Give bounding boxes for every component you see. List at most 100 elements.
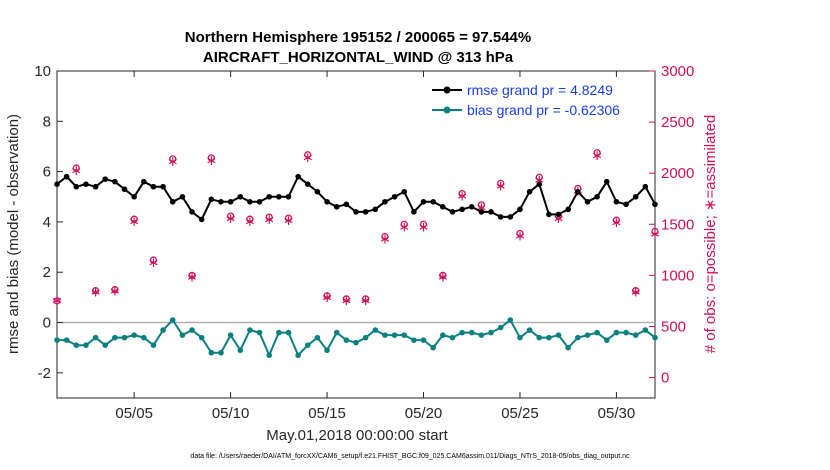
rmse-point [247,199,253,205]
rmse-point [266,193,272,200]
rmse-point [256,199,263,205]
y-tick-label-right: 500 [661,318,686,335]
x-axis: 05/05 05/10 05/15 05/20 05/25 05/30 [115,71,635,422]
rmse-point [526,188,533,195]
rmse-series-layer [54,173,658,223]
rmse-point [198,216,205,223]
legend-rmse-label: rmse grand pr = 4.8249 [467,82,613,98]
bias-point [189,327,195,333]
x-tick-label: 05/30 [598,405,636,422]
bias-point [218,349,224,356]
obs-assimilated-marker: ∗ [476,200,488,216]
y-tick-label-left: 10 [34,63,51,80]
rmse-point [304,181,311,187]
obs-possible-marker [72,164,80,172]
rmse-point [411,209,417,215]
rmse-point [536,181,543,187]
data-file-footnote: data file: /Users/raeder/DAI/ATM_forcXX/… [190,453,630,460]
bias-point [285,329,292,336]
bias-point [131,332,137,338]
bias-point [362,334,369,341]
bias-point [468,329,475,336]
obs-assimilated-marker: ∗ [495,178,507,194]
obs-assimilated-marker: ∗ [591,148,603,164]
bias-point [613,329,620,336]
y-axis-left: -2 0 2 4 6 8 10 [34,63,63,382]
obs-assimilated-marker: ∗ [553,211,565,227]
obs-possible-marker [169,155,177,163]
obs-possible-marker [246,215,254,223]
bias-point [121,334,128,341]
obs-possible-marker [400,220,408,228]
rmse-point [353,209,359,215]
legend-rmse-marker [443,86,451,94]
y-tick-label-left: 2 [43,264,51,281]
rmse-point [131,193,137,200]
obs-possible-marker [535,173,543,181]
legend-box [424,78,648,122]
bias-point [160,327,166,333]
x-axis-label: May.01,2018 00:00:00 start [266,427,448,444]
y-tick-label-left: 0 [43,315,51,332]
obs-assimilated-marker: ∗ [263,212,275,228]
bias-point [575,334,581,341]
obs-assimilated-marker: ∗ [128,214,140,230]
rmse-point [613,199,620,205]
obs-possible-marker [516,229,524,238]
obs-possible-marker [497,179,505,188]
obs-assimilated-marker: ∗ [398,219,410,235]
bias-point [497,324,504,331]
rmse-point [468,204,475,210]
rmse-point [218,199,224,205]
rmse-point [420,199,427,205]
bias-point [372,327,379,333]
rmse-point [285,193,292,200]
obs-assimilated-marker: ∗ [360,293,372,309]
rmse-point [459,206,465,213]
x-tick-label: 05/20 [405,405,443,422]
rmse-point [314,188,321,195]
obs-assimilated-marker: ∗ [418,219,430,235]
obs-possible-marker [149,256,158,264]
rmse-point [488,209,494,215]
bias-point [343,337,350,343]
bias-point [276,329,282,336]
bias-point [333,329,340,336]
rmse-point [121,186,128,193]
bias-series-layer [54,317,658,359]
rmse-point [517,206,523,213]
rmse-point [150,183,157,190]
bias-point [83,342,89,348]
bias-point [227,332,234,338]
obs-assimilated-marker: ∗ [533,172,545,188]
rmse-point [632,193,639,200]
bias-point [642,327,649,333]
rmse-point [295,173,301,180]
rmse-point [73,183,80,190]
obs-possible-marker [265,213,273,221]
rmse-point [391,193,398,200]
y-axis-label-right: # of obs: o=possible; ∗=assimilated [702,115,719,354]
rmse-point [440,204,446,210]
obs-assimilated-marker: ∗ [379,232,391,248]
bias-point [411,337,417,343]
y-tick-label-right: 1000 [661,267,694,284]
bias-point [594,329,600,336]
rmse-point [83,181,89,187]
y-tick-label-right: 3000 [661,63,694,80]
obs-assimilated-marker: ∗ [611,215,623,231]
bias-point [507,317,514,323]
rmse-point [478,209,485,215]
rmse-point [92,183,99,190]
bias-point [198,334,205,341]
bias-point [112,334,118,341]
obs-assimilated-marker: ∗ [630,285,642,301]
bias-point [54,337,60,343]
bias-point [623,329,629,336]
obs-possible-marker [361,295,370,303]
obs-possible-marker [111,286,119,294]
rmse-point [372,206,379,213]
rmse-point [112,178,118,185]
rmse-point [227,199,234,205]
